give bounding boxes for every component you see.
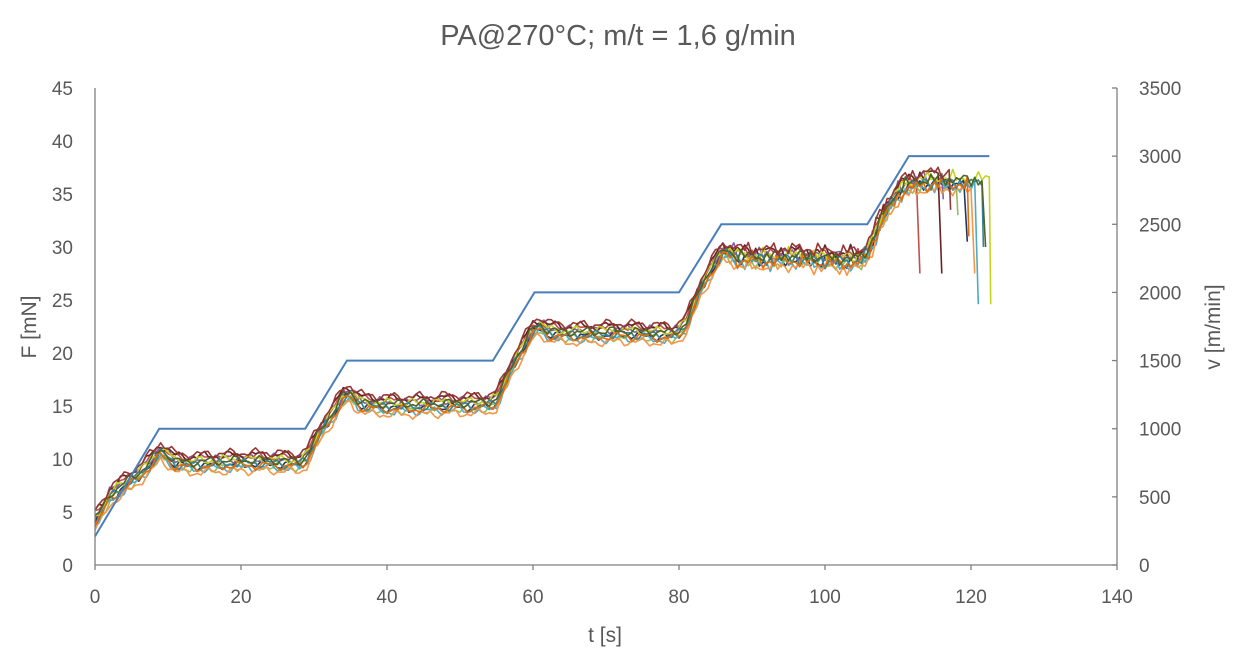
left-y-tick-label: 15 [52,397,73,418]
left-y-tick-label: 40 [52,132,73,153]
right-y-tick-label: 0 [1139,556,1150,577]
force-series-line [94,180,980,528]
right-y-tick-label: 3500 [1139,79,1181,100]
force-series-line [94,180,976,531]
force-series-line [94,166,952,511]
force-series-line [94,170,943,511]
left-y-tick-label: 0 [62,556,73,577]
left-y-tick-label: 30 [52,238,73,259]
force-series-line [94,177,985,527]
tick-layer: 0 20 40 60 80 100 120 140 0 5 10 15 20 25 30 35 40 45 0 500… [52,79,1181,608]
left-y-tick-label: 10 [52,450,73,471]
x-tick-label: 80 [668,587,689,608]
left-y-tick-label: 35 [52,185,73,206]
right-y-tick-label: 2000 [1139,283,1181,304]
x-tick-label: 100 [809,587,841,608]
x-tick-label: 60 [522,587,543,608]
x-tick-label: 0 [90,587,101,608]
x-tick-label: 140 [1101,587,1133,608]
force-series-line [94,173,987,516]
left-y-axis-label: F [mN] [18,296,41,359]
force-series-line [94,180,959,526]
right-y-tick-label: 1000 [1139,420,1181,441]
right-y-tick-label: 1500 [1139,352,1181,373]
right-y-tick-label: 2500 [1139,215,1181,236]
right-y-tick-label: 3000 [1139,147,1181,168]
x-tick-label: 40 [376,587,397,608]
x-tick-label: 20 [230,587,251,608]
x-tick-label: 120 [955,587,987,608]
left-y-tick-label: 20 [52,344,73,365]
series-layer [94,155,992,537]
force-series-line [94,176,970,527]
chart-title: PA@270°C; m/t = 1,6 g/min [440,20,796,52]
right-y-axis-label: v [m/min] [1202,284,1225,369]
left-y-tick-label: 25 [52,291,73,312]
left-y-tick-label: 45 [52,79,73,100]
right-y-tick-label: 500 [1139,488,1171,509]
force-series-line [94,168,992,517]
left-y-tick-label: 5 [62,503,73,524]
x-axis-label: t [s] [588,624,622,647]
speed-series-line [94,155,990,537]
axes-layer [94,88,1118,566]
